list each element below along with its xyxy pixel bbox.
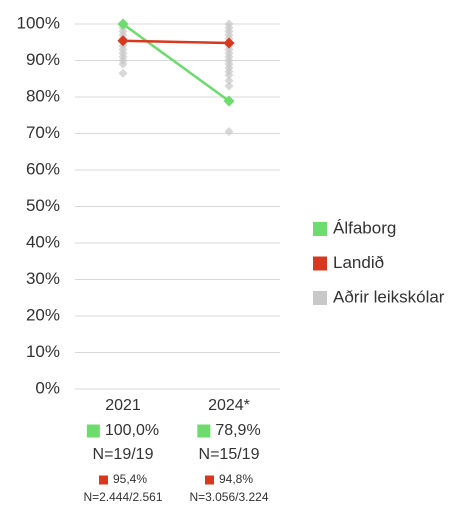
x-tick-label: 2021 (105, 397, 141, 414)
series-line (122, 39, 230, 45)
marker (117, 35, 129, 47)
value-label: 94,8% (219, 472, 253, 486)
value-label: 95,4% (113, 472, 147, 486)
y-tick-label: 40% (26, 232, 60, 251)
legend-swatch (313, 256, 327, 271)
series-line (122, 22, 230, 103)
y-tick-label: 0% (35, 378, 60, 397)
point (118, 68, 128, 78)
x-tick-label: 2024* (208, 397, 250, 414)
legend-label: Álfaborg (333, 218, 396, 237)
legend-label: Aðrir leikskólar (333, 287, 445, 306)
marker (223, 37, 235, 49)
point (224, 76, 234, 86)
point (224, 81, 234, 91)
y-tick-label: 10% (26, 342, 60, 361)
y-tick-label: 80% (26, 86, 60, 105)
y-tick-label: 60% (26, 159, 60, 178)
point (224, 19, 234, 29)
y-tick-label: 70% (26, 123, 60, 142)
sample-size: N=3.056/3.224 (189, 490, 268, 504)
legend-swatch (204, 475, 214, 485)
legend-swatch (313, 291, 327, 305)
marker (223, 95, 235, 107)
legend-swatch (197, 424, 211, 438)
legend-swatch (98, 475, 108, 485)
sample-size: N=19/19 (93, 446, 154, 463)
value-label: 100,0% (105, 422, 159, 439)
legend-swatch (86, 424, 100, 438)
marker (117, 18, 129, 30)
y-tick-label: 30% (26, 269, 60, 288)
point (224, 127, 234, 137)
value-label: 78,9% (215, 422, 260, 439)
y-tick-label: 90% (26, 50, 60, 69)
sample-size: N=2.444/2.561 (83, 490, 162, 504)
sample-size: N=15/19 (199, 446, 260, 463)
legend-swatch (313, 222, 327, 236)
y-tick-label: 50% (26, 196, 60, 215)
y-tick-label: 100% (17, 13, 60, 32)
legend-label: Landið (333, 253, 384, 272)
y-tick-label: 20% (26, 305, 60, 324)
